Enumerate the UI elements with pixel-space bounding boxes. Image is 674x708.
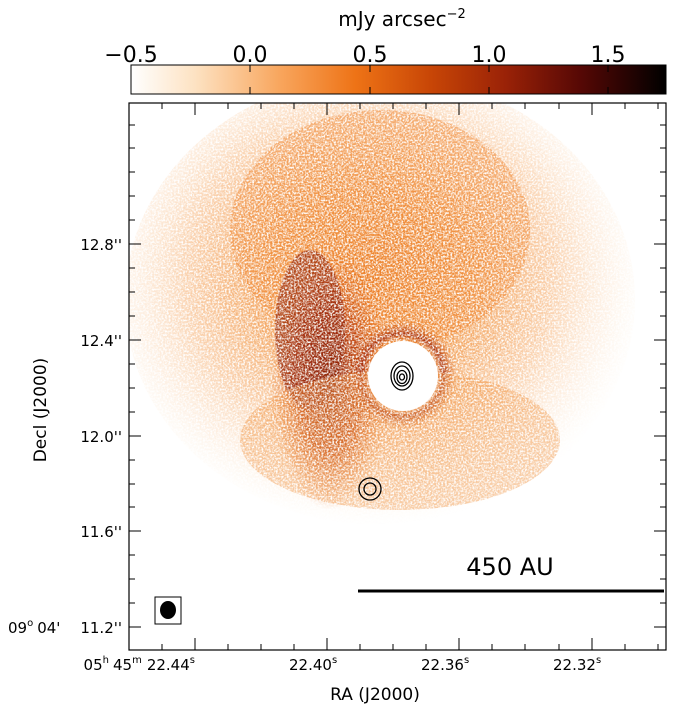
colorbar-tick-label: 0.5: [353, 43, 388, 68]
y-tick-label: 12.8'': [80, 236, 122, 254]
coronagraph-mask: [368, 341, 438, 411]
emission-map: [129, 103, 635, 525]
x-tick-label: 05h 45m 22.44s: [84, 655, 195, 674]
colorbar-ticks: [249, 65, 609, 94]
y-tick-labels: 12.8'' 12.4'' 12.0'' 11.6'' 11.2'' 09o 04…: [8, 236, 122, 637]
x-tick-labels: 05h 45m 22.44s 22.40s 22.36s 22.32s: [84, 655, 602, 674]
scale-bar: 450 AU: [358, 553, 664, 593]
axis-ticks: [129, 103, 666, 650]
y-tick-label: 12.0'': [80, 428, 122, 446]
x-tick-label: 22.36s: [421, 655, 469, 674]
colorbar: mJy arcsec−2 −0.5 0.0 0.5 1.0 1.5: [104, 7, 667, 95]
colorbar-title: mJy arcsec−2: [338, 7, 466, 31]
x-tick-label: 22.40s: [289, 655, 337, 674]
colorbar-tick-labels: −0.5 0.0 0.5 1.0 1.5: [104, 43, 625, 68]
colorbar-tick-label: 0.0: [233, 43, 268, 68]
colorbar-tick-label: −0.5: [104, 43, 157, 68]
y-axis-title: Decl (J2000): [31, 358, 51, 463]
colorbar-tick-label: 1.5: [591, 43, 626, 68]
companion-contours: [358, 477, 382, 501]
y-tick-label: 11.2'': [80, 619, 122, 637]
image-panel: 450 AU: [129, 103, 666, 650]
y-tick-label: 11.6'': [80, 523, 122, 541]
y-tick-label: 12.4'': [80, 332, 122, 350]
y-tick-prefix: 09o 04': [8, 618, 60, 637]
x-tick-label: 22.32s: [553, 655, 601, 674]
x-axis-title: RA (J2000): [330, 685, 420, 705]
primary-star-contours: [390, 361, 414, 391]
scale-bar-label: 450 AU: [466, 553, 553, 581]
plot-frame: [128, 102, 667, 651]
colorbar-gradient: [130, 64, 667, 95]
colorbar-tick-label: 1.0: [472, 43, 507, 68]
beam-indicator: [154, 596, 182, 625]
